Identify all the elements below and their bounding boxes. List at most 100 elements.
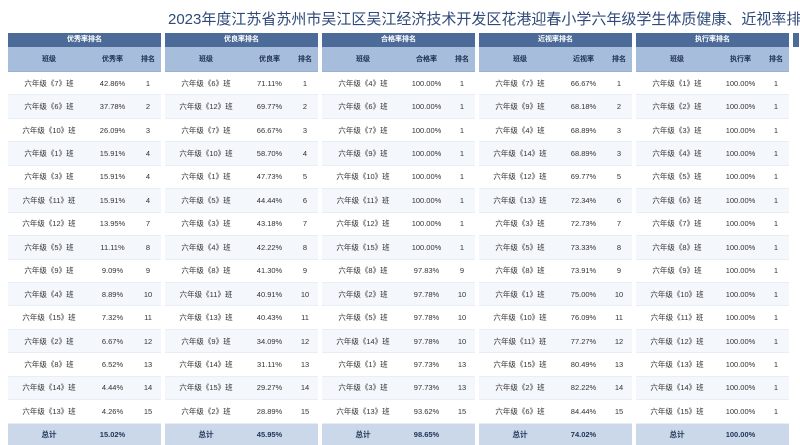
rank-cell: 7 bbox=[616, 219, 622, 229]
table-row: 六年级《6》班 71.11% 1 bbox=[165, 72, 318, 96]
class-cell: 六年级《9》班 bbox=[338, 149, 388, 159]
class-cell: 六年级《10》班 bbox=[336, 172, 390, 182]
table-row: 六年级《10》班 100.00% 1 bbox=[322, 166, 475, 190]
rank-cell: 1 bbox=[773, 172, 779, 182]
table-row: 六年级《2》班 6.67% 12 bbox=[8, 329, 161, 354]
rank-cell: 4 bbox=[145, 195, 151, 205]
rank-cell: 1 bbox=[773, 242, 779, 252]
value-cell: 100.00% bbox=[725, 242, 756, 252]
class-cell: 六年级《13》班 bbox=[336, 406, 390, 416]
table-row: 六年级《11》班 15.91% 4 bbox=[8, 189, 161, 213]
value-cell: 100.00% bbox=[725, 406, 756, 416]
panel-header: 优秀率排名 bbox=[8, 33, 161, 47]
rank-cell: 1 bbox=[459, 195, 465, 205]
panel-header: 近视率排名 bbox=[479, 33, 632, 47]
value-cell: 72.34% bbox=[570, 195, 597, 205]
class-cell: 六年级《15》班 bbox=[179, 383, 233, 393]
class-cell: 六年级《2》班 bbox=[181, 406, 231, 416]
column-headers: 班级 优良率 排名 bbox=[165, 47, 318, 72]
table-row: 六年级《14》班 31.11% 13 bbox=[165, 353, 318, 377]
class-cell: 六年级《1》班 bbox=[495, 289, 545, 299]
total-value: 45.95% bbox=[256, 429, 283, 439]
class-cell: 六年级《6》班 bbox=[181, 78, 231, 88]
value-cell: 28.89% bbox=[256, 406, 283, 416]
ranking-panel: 近视率排名 班级 近视率 排名 六年级《7》班 66.67% 1 六年级《9》班 68.18% 2… bbox=[479, 33, 632, 445]
value-cell: 4.26% bbox=[101, 406, 124, 416]
class-cell: 六年级《6》班 bbox=[338, 102, 388, 112]
ranking-panel: 优良率排名 班级 优良率 排名 六年级《6》班 71.11% 1 六年级《12》班 69.77%… bbox=[165, 33, 318, 445]
value-cell: 68.18% bbox=[570, 102, 597, 112]
table-row: 六年级《2》班 100.00% 1 bbox=[636, 95, 789, 119]
class-cell: 六年级《8》班 bbox=[652, 242, 702, 252]
table-row: 六年级《12》班 100.00% 1 bbox=[636, 329, 789, 354]
rank-cell: 11 bbox=[144, 313, 152, 323]
table-row: 六年级《1》班 15.91% 4 bbox=[8, 142, 161, 166]
value-cell: 100.00% bbox=[725, 125, 756, 135]
rank-cell: 1 bbox=[459, 172, 465, 182]
class-cell: 六年级《9》班 bbox=[652, 266, 702, 276]
value-cell: 43.18% bbox=[256, 219, 283, 229]
class-cell: 六年级《11》班 bbox=[179, 289, 233, 299]
rank-cell: 13 bbox=[143, 359, 153, 369]
class-cell: 六年级《12》班 bbox=[336, 219, 390, 229]
rank-cell: 1 bbox=[459, 149, 465, 159]
value-cell: 100.00% bbox=[411, 125, 442, 135]
class-cell: 六年级《14》班 bbox=[336, 336, 390, 346]
total-row: 总计 98.65% bbox=[322, 423, 475, 445]
class-cell: 六年级《5》班 bbox=[652, 172, 702, 182]
table-row: 六年级《13》班 40.43% 11 bbox=[165, 306, 318, 330]
total-value: 74.02% bbox=[570, 429, 597, 439]
class-column-header: 班级 bbox=[513, 56, 527, 63]
class-cell: 六年级《1》班 bbox=[24, 149, 74, 159]
rank-cell: 1 bbox=[773, 195, 779, 205]
class-cell: 六年级《4》班 bbox=[24, 289, 74, 299]
rank-cell: 13 bbox=[457, 359, 467, 369]
table-row: 六年级《9》班 9.09% 9 bbox=[8, 260, 161, 283]
rank-column-header: 排名 bbox=[455, 56, 469, 63]
value-cell: 72.73% bbox=[570, 219, 597, 229]
class-cell: 六年级《13》班 bbox=[650, 359, 704, 369]
table-row: 六年级《14》班 68.89% 3 bbox=[479, 142, 632, 166]
rank-cell: 8 bbox=[616, 242, 622, 252]
table-row: 六年级《3》班 72.73% 7 bbox=[479, 213, 632, 237]
value-cell: 6.67% bbox=[101, 336, 124, 346]
value-cell: 69.77% bbox=[256, 102, 283, 112]
table-row: 六年级《11》班 40.91% 10 bbox=[165, 282, 318, 307]
table-row: 六年级《4》班 100.00% 1 bbox=[322, 72, 475, 96]
value-cell: 69.77% bbox=[570, 172, 597, 182]
table-row: 六年级《6》班 84.44% 15 bbox=[479, 400, 632, 424]
value-cell: 100.00% bbox=[725, 149, 756, 159]
table-row: 六年级《9》班 100.00% 1 bbox=[636, 260, 789, 283]
rank-cell: 1 bbox=[145, 78, 151, 88]
value-cell: 47.73% bbox=[256, 172, 283, 182]
table-row: 六年级《1》班 100.00% 1 bbox=[636, 72, 789, 96]
rank-cell: 11 bbox=[615, 313, 623, 323]
table-row: 六年级《7》班 66.67% 3 bbox=[165, 119, 318, 143]
rank-cell: 13 bbox=[457, 383, 467, 393]
rank-cell: 9 bbox=[459, 266, 465, 276]
value-cell: 84.44% bbox=[570, 406, 597, 416]
ranking-panel: 合格率排名 班级 合格率 排名 六年级《4》班 100.00% 1 六年级《6》班 100.00… bbox=[322, 33, 475, 445]
table-row: 六年级《5》班 97.78% 10 bbox=[322, 306, 475, 330]
class-cell: 六年级《12》班 bbox=[650, 336, 704, 346]
total-label: 总计 bbox=[41, 429, 57, 439]
class-cell: 六年级《1》班 bbox=[652, 78, 702, 88]
metric-column-header: 优良率 bbox=[259, 56, 280, 63]
rank-cell: 10 bbox=[614, 289, 624, 299]
table-row: 六年级《10》班 58.70% 4 bbox=[165, 142, 318, 166]
table-row: 六年级《10》班 76.09% 11 bbox=[479, 306, 632, 330]
value-cell: 41.30% bbox=[256, 266, 283, 276]
class-cell: 六年级《10》班 bbox=[179, 149, 233, 159]
next-panel-edge bbox=[793, 33, 799, 47]
value-cell: 73.91% bbox=[570, 266, 597, 276]
table-row: 六年级《11》班 100.00% 1 bbox=[322, 189, 475, 213]
rank-cell: 12 bbox=[143, 336, 153, 346]
value-cell: 68.89% bbox=[570, 125, 597, 135]
class-cell: 六年级《9》班 bbox=[495, 102, 545, 112]
rank-cell: 13 bbox=[614, 359, 624, 369]
rank-cell: 9 bbox=[145, 266, 151, 276]
value-cell: 44.44% bbox=[256, 195, 283, 205]
rank-cell: 1 bbox=[773, 383, 779, 393]
rank-cell: 1 bbox=[459, 125, 465, 135]
value-cell: 100.00% bbox=[411, 172, 442, 182]
